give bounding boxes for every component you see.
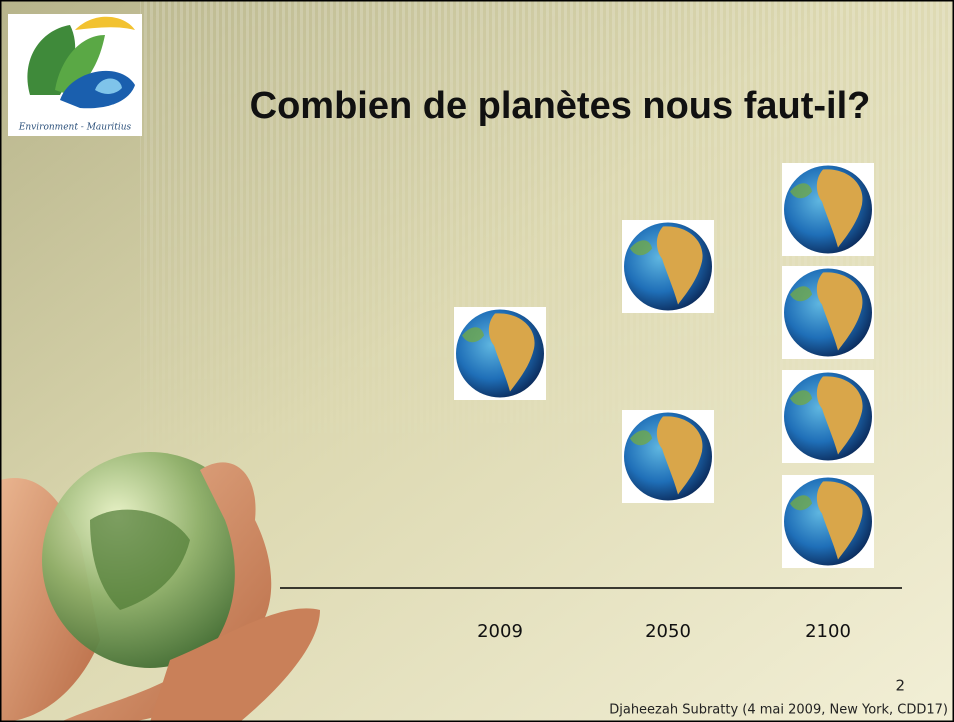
page-number: 2 (895, 677, 905, 695)
hands-globe (0, 452, 320, 722)
year-label: 2050 (645, 621, 691, 642)
planet (622, 410, 714, 503)
planet-land (790, 390, 812, 406)
planet-land (816, 169, 863, 248)
planet-land (656, 226, 703, 305)
planet-land (656, 416, 703, 495)
footer: Djaheezah Subratty (4 mai 2009, New York… (609, 703, 948, 718)
planet-land (816, 481, 863, 560)
planet-land (630, 240, 652, 256)
planet-land (462, 327, 484, 343)
planet-land (630, 430, 652, 446)
planet-land (790, 286, 812, 302)
planet (782, 475, 874, 568)
planet-land (816, 376, 863, 455)
year-label: 2009 (477, 621, 523, 642)
year-label: 2100 (805, 621, 851, 642)
slide-title: Combien de planètes nous faut-il? (250, 85, 871, 127)
planet (782, 370, 874, 463)
planet-land (790, 495, 812, 511)
planet (622, 220, 714, 313)
planet-land (790, 183, 812, 199)
planet (782, 163, 874, 256)
planet (454, 307, 546, 400)
planet (782, 266, 874, 359)
logo: Environment - Mauritius (8, 14, 142, 136)
logo-text: Environment - Mauritius (18, 123, 132, 133)
planet-land (816, 272, 863, 351)
planet-land (488, 313, 535, 392)
